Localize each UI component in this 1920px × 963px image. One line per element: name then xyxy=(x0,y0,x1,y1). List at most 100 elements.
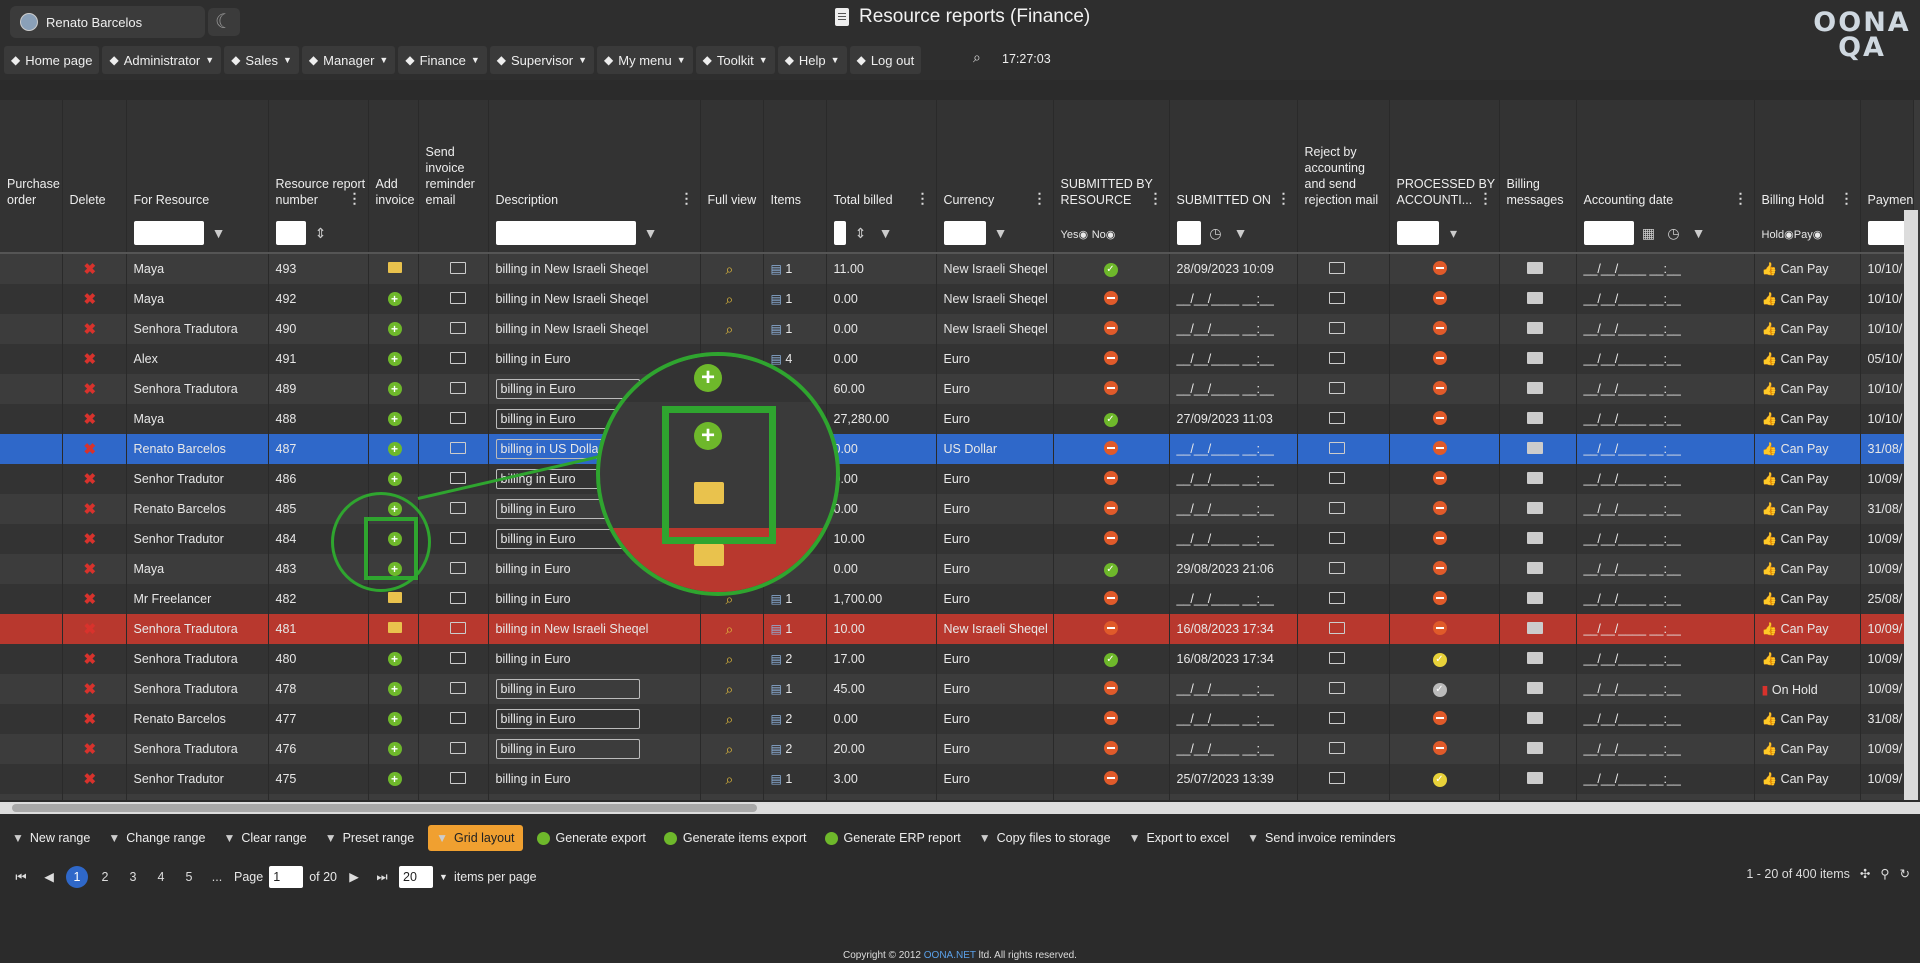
billing-hold-cell[interactable]: 👍 Can Pay xyxy=(1754,764,1861,794)
nav-item-manager[interactable]: ◆ Manager ▼ xyxy=(301,46,396,74)
filter-icon[interactable]: ▼ xyxy=(1233,225,1248,241)
items-icon[interactable]: ▤ xyxy=(770,742,782,756)
column-menu-icon[interactable]: ⋮ xyxy=(347,190,362,206)
total-filter-input[interactable] xyxy=(833,221,846,245)
no-entry-icon[interactable] xyxy=(1432,410,1447,425)
column-header[interactable]: Add invoice xyxy=(368,100,419,214)
toolbar-grid-layout-button[interactable]: ▼ Grid layout xyxy=(428,825,523,851)
mail-icon[interactable] xyxy=(449,321,466,334)
column-menu-icon[interactable]: ⋮ xyxy=(1276,190,1291,206)
magnifier-icon[interactable]: ⌕ xyxy=(725,650,734,667)
accounting-date-filter-input[interactable] xyxy=(1583,221,1634,245)
no-entry-icon[interactable] xyxy=(1432,260,1447,275)
delete-icon[interactable]: ✖ xyxy=(83,381,97,398)
message-icon[interactable] xyxy=(1526,441,1543,454)
page-number-button[interactable]: 4 xyxy=(157,870,165,884)
reject-mail-icon[interactable] xyxy=(1328,381,1345,394)
billing-hold-cell[interactable]: 👍 Can Pay xyxy=(1754,794,1861,800)
mail-icon[interactable] xyxy=(449,741,466,754)
page-number-button[interactable]: 5 xyxy=(185,870,193,884)
user-menu[interactable]: Renato Barcelos xyxy=(10,6,205,38)
filter-icon[interactable]: ▼ xyxy=(1691,225,1706,241)
mail-icon[interactable] xyxy=(449,501,466,514)
message-icon[interactable] xyxy=(1526,651,1543,664)
items-icon[interactable]: ▤ xyxy=(770,292,782,306)
delete-icon[interactable]: ✖ xyxy=(83,501,97,518)
page-size-select[interactable]: 20 xyxy=(399,866,434,888)
column-menu-icon[interactable]: ⋮ xyxy=(1032,190,1047,206)
items-icon[interactable]: ▤ xyxy=(770,712,782,726)
magnifier-icon[interactable]: ⌕ xyxy=(725,680,734,697)
add-invoice-icon[interactable]: + xyxy=(387,472,402,486)
description-input[interactable]: billing in Euro xyxy=(495,679,640,699)
nav-item-supervisor[interactable]: ◆ Supervisor ▼ xyxy=(489,46,595,74)
column-menu-icon[interactable]: ⋮ xyxy=(1478,190,1493,206)
add-invoice-icon[interactable]: + xyxy=(387,712,402,726)
delete-icon[interactable]: ✖ xyxy=(83,261,97,278)
stepper-icon[interactable]: ⇕ xyxy=(314,225,327,241)
prev-page-button[interactable]: ◀ xyxy=(44,870,54,884)
mail-icon[interactable] xyxy=(449,681,466,694)
delete-icon[interactable]: ✖ xyxy=(83,621,97,638)
search-icon[interactable]: ⌕ xyxy=(973,49,981,65)
no-entry-icon[interactable] xyxy=(1432,530,1447,545)
toolbar-send-invoice-reminders-button[interactable]: ▼ Send invoice reminders xyxy=(1243,825,1400,851)
toolbar-generate-items-export-button[interactable]: Generate items export xyxy=(660,825,811,851)
message-icon[interactable] xyxy=(1526,531,1543,544)
delete-icon[interactable]: ✖ xyxy=(83,321,97,338)
no-entry-icon[interactable] xyxy=(1432,350,1447,365)
message-icon[interactable] xyxy=(1526,291,1543,304)
column-header[interactable]: Purchase order xyxy=(0,100,63,214)
chevron-down-icon[interactable]: ▼ xyxy=(439,872,448,882)
nav-item-home-page[interactable]: ◆ Home page xyxy=(4,46,100,74)
reject-mail-icon[interactable] xyxy=(1328,321,1345,334)
delete-icon[interactable]: ✖ xyxy=(83,561,97,578)
toolbar-change-range-button[interactable]: ▼ Change range xyxy=(104,825,209,851)
billing-hold-cell[interactable]: 👍 Can Pay xyxy=(1754,554,1861,584)
check-icon[interactable]: ✓ xyxy=(1432,773,1447,787)
column-header[interactable]: Items xyxy=(763,100,827,214)
reject-mail-icon[interactable] xyxy=(1328,651,1345,664)
column-menu-icon[interactable]: ⋮ xyxy=(1839,190,1854,206)
delete-icon[interactable]: ✖ xyxy=(83,651,97,668)
scroll-thumb[interactable] xyxy=(12,804,757,812)
filter-icon[interactable]: ▼ xyxy=(993,225,1008,241)
billing-hold-cell[interactable]: 👍 Can Pay xyxy=(1754,314,1861,344)
mail-icon[interactable] xyxy=(449,561,466,574)
vertical-scrollbar[interactable] xyxy=(1904,210,1918,800)
number-filter-input[interactable] xyxy=(275,221,306,245)
reject-mail-icon[interactable] xyxy=(1328,711,1345,724)
message-icon[interactable] xyxy=(1526,771,1543,784)
reject-mail-icon[interactable] xyxy=(1328,681,1345,694)
submitted-on-filter-input[interactable] xyxy=(1176,221,1201,245)
table-row[interactable]: ✖ Senhora Tradutora 480 + billing in Euro ⌕ ▤ … xyxy=(0,644,1915,674)
add-invoice-icon[interactable]: + xyxy=(387,442,402,456)
table-row[interactable]: ✖Maya473+ ⌕▤ 1810.33Euro 02/08/2023 18:57 ✓… xyxy=(0,794,1915,800)
nav-item-finance[interactable]: ◆ Finance ▼ xyxy=(398,46,487,74)
toolbar-generate-erp-report-button[interactable]: Generate ERP report xyxy=(821,825,965,851)
reject-mail-icon[interactable] xyxy=(1328,411,1345,424)
magnifier-icon[interactable]: ⌕ xyxy=(725,620,734,637)
delete-icon[interactable]: ✖ xyxy=(83,711,97,728)
add-invoice-icon[interactable]: + xyxy=(387,652,402,666)
mail-icon[interactable] xyxy=(449,351,466,364)
dark-mode-toggle-icon[interactable]: ☾ xyxy=(208,8,240,36)
magnifier-icon[interactable]: ⌕ xyxy=(725,740,734,757)
check-icon[interactable]: ✓ xyxy=(1432,683,1447,697)
mail-icon[interactable] xyxy=(449,771,466,784)
table-row[interactable]: ✖ Maya 493 billing in New Israeli Sheqel ⌕ ▤ … xyxy=(0,253,1915,284)
billing-hold-cell[interactable]: 👍 Can Pay xyxy=(1754,344,1861,374)
mail-icon[interactable] xyxy=(449,531,466,544)
reject-mail-icon[interactable] xyxy=(1328,591,1345,604)
mail-icon[interactable] xyxy=(449,651,466,664)
reject-mail-icon[interactable] xyxy=(1328,501,1345,514)
magnifier-icon[interactable]: ⌕ xyxy=(725,590,734,607)
no-entry-icon[interactable] xyxy=(1432,620,1447,635)
add-invoice-icon[interactable]: + xyxy=(387,322,402,336)
billing-hold-cell[interactable]: 👍 Can Pay xyxy=(1754,614,1861,644)
first-page-button[interactable]: ⏮ xyxy=(15,870,27,884)
